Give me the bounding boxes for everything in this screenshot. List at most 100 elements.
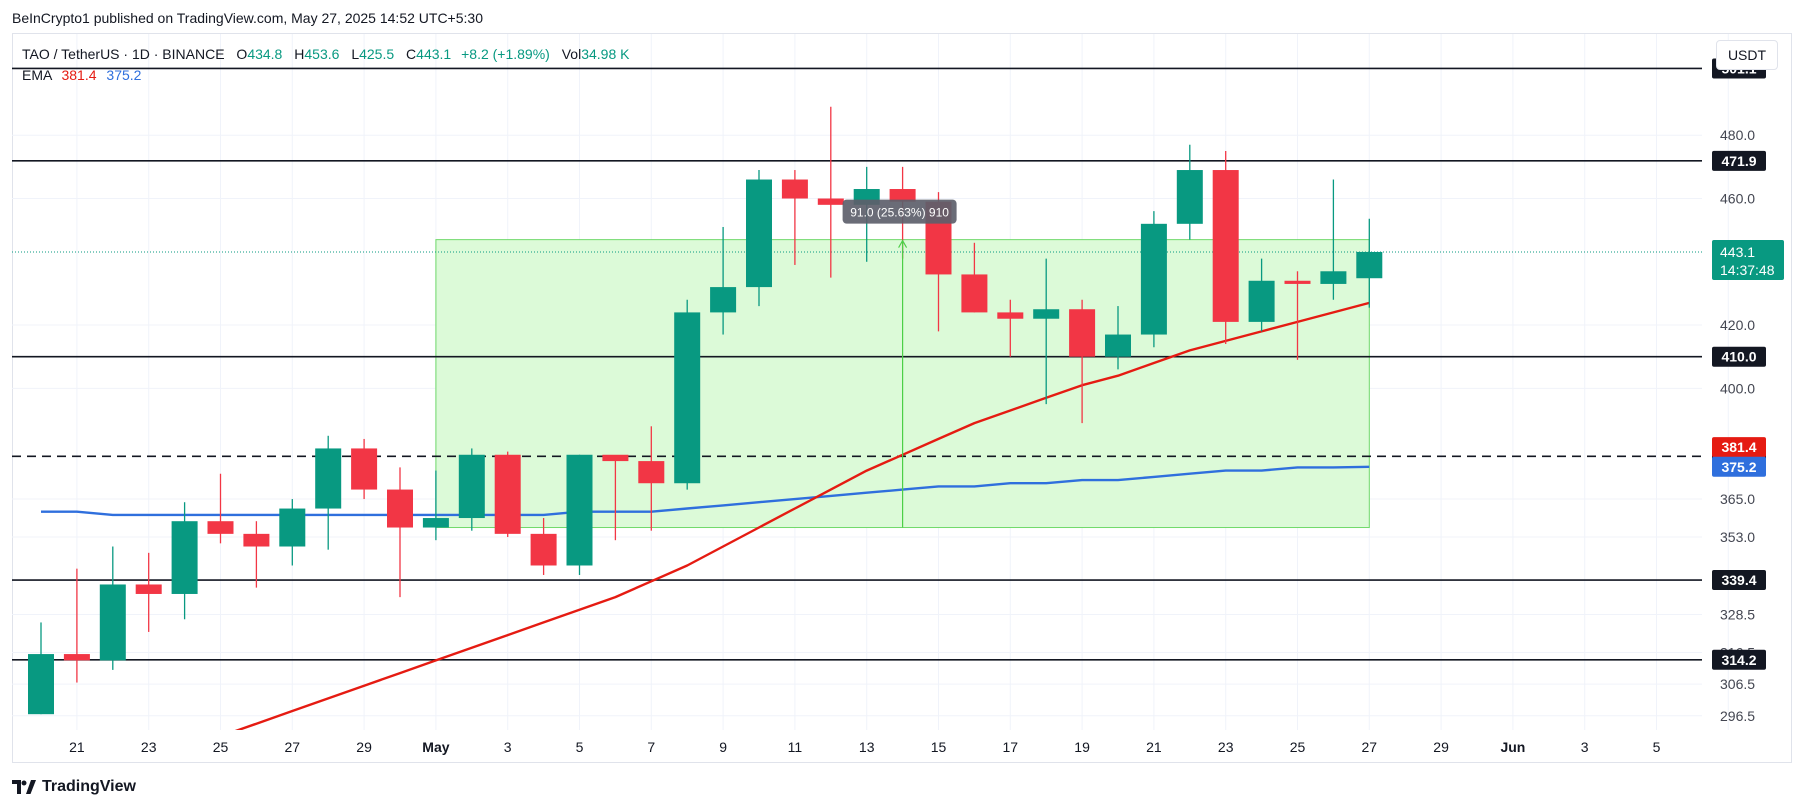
time-tick: May [422, 739, 449, 755]
tradingview-logo-icon [12, 780, 36, 794]
time-axis: 21 23 25 27 29 May 3 5 7 9 11 13 15 17 19 21 23 25 27 29 Jun… [69, 739, 1660, 755]
time-tick: 25 [213, 739, 229, 755]
candle-body [1176, 170, 1203, 224]
ema-red-tag: 381.4 [1721, 439, 1756, 455]
time-tick: 11 [788, 739, 803, 755]
candle-body [638, 461, 665, 484]
time-tick: 21 [69, 739, 85, 755]
candle-body [315, 448, 342, 509]
candle-body [997, 312, 1024, 319]
ema-blue-line [41, 465, 1370, 517]
candle-body [494, 454, 521, 534]
ema-blue-value: 375.2 [106, 67, 142, 83]
time-tick: 27 [285, 739, 301, 755]
current-price-tag: 443.1 [1720, 244, 1755, 260]
price-tick: 365.0 [1720, 491, 1755, 507]
currency-button[interactable]: USDT [1716, 40, 1778, 70]
candle-body [28, 654, 54, 715]
price-tick: 400.0 [1720, 380, 1755, 396]
countdown-tag: 14:37:48 [1720, 262, 1775, 278]
publisher-line: BeInCrypto1 published on TradingView.com… [12, 10, 483, 26]
candle-body [566, 454, 593, 566]
symbol-legend: TAO / TetherUS · 1D · BINANCE O434.8 H45… [22, 44, 629, 86]
candle-body [63, 654, 90, 661]
ema-red-value: 381.4 [61, 67, 97, 83]
time-tick: Jun [1500, 739, 1525, 755]
open-value: 434.8 [247, 46, 283, 62]
price-tick: 306.5 [1720, 676, 1755, 692]
ema-row: EMA 381.4 375.2 [22, 65, 629, 86]
candle-body [1356, 251, 1383, 279]
measure-arrow-head [898, 239, 908, 248]
candle-body [1212, 170, 1239, 322]
chart-frame [12, 33, 1792, 763]
candles [28, 106, 1383, 715]
time-tick: 9 [719, 739, 727, 755]
candle-body [1320, 271, 1347, 284]
support-resistance-levels [12, 67, 1702, 661]
time-tick: 29 [1433, 739, 1449, 755]
time-tick: 17 [1003, 739, 1019, 755]
time-tick: 23 [141, 739, 157, 755]
time-tick: 3 [1581, 739, 1589, 755]
candle-body [207, 521, 234, 534]
time-tick: 15 [931, 739, 947, 755]
ema-label[interactable]: EMA [22, 67, 52, 83]
close-label: C [406, 46, 417, 62]
volume-value: 34.98 K [581, 46, 630, 62]
candle-body [1105, 334, 1131, 357]
candle-body [889, 189, 916, 202]
time-tick: 5 [1653, 739, 1661, 755]
price-tick: 328.5 [1720, 607, 1755, 623]
open-label: O [236, 46, 248, 62]
measure-label-box [842, 199, 957, 224]
ohlc-row: TAO / TetherUS · 1D · BINANCE O434.8 H45… [22, 44, 629, 65]
candle-body [530, 533, 557, 566]
time-tick: 21 [1146, 739, 1162, 755]
time-tick: 25 [1290, 739, 1306, 755]
level-tag-bg [1712, 649, 1766, 670]
candle-body [99, 584, 126, 661]
ema-lines [41, 301, 1370, 730]
level-tag-bg [1712, 570, 1766, 591]
ema-red-tag-bg [1712, 437, 1766, 458]
level-tag: 471.9 [1721, 153, 1756, 169]
volume-label: Vol [561, 46, 582, 62]
candle-body [171, 521, 198, 594]
time-tick: 19 [1074, 739, 1090, 755]
ema-red-line [234, 301, 1370, 730]
time-tick: 13 [859, 739, 875, 755]
candle-body [781, 179, 808, 199]
time-tick: 3 [504, 739, 512, 755]
low-label: L [351, 46, 360, 62]
measure-label: 91.0 (25.63%) 910 [850, 206, 949, 220]
price-tick: 353.0 [1720, 529, 1755, 545]
candle-body [387, 489, 413, 528]
time-tick: 23 [1218, 739, 1234, 755]
level-tag-bg [1712, 150, 1766, 171]
candle-body [279, 508, 306, 547]
time-tick: 29 [356, 739, 372, 755]
low-value: 425.5 [359, 46, 395, 62]
change-value: +8.2 (+1.89%) [461, 46, 550, 62]
candle-body [674, 312, 701, 484]
tradingview-brand[interactable]: TradingView [12, 778, 136, 796]
candle-body [422, 518, 449, 528]
candle-body [458, 454, 485, 519]
measure-tool: 91.0 (25.63%) 910 [842, 199, 957, 528]
close-value: 443.1 [416, 46, 452, 62]
candle-body [1140, 223, 1167, 335]
time-tick: 5 [576, 739, 584, 755]
level-tag: 339.4 [1721, 572, 1756, 588]
candle-body [351, 448, 378, 490]
candle-body [135, 584, 162, 594]
symbol-name[interactable]: TAO / TetherUS · 1D · BINANCE [22, 46, 225, 62]
candle-body [961, 274, 988, 313]
candle-body [602, 454, 629, 462]
level-tag-bg [1712, 346, 1766, 367]
level-tag: 410.0 [1721, 349, 1756, 365]
candle-body [1069, 309, 1096, 357]
high-value: 453.6 [304, 46, 340, 62]
ema-blue-tag-bg [1712, 456, 1766, 477]
